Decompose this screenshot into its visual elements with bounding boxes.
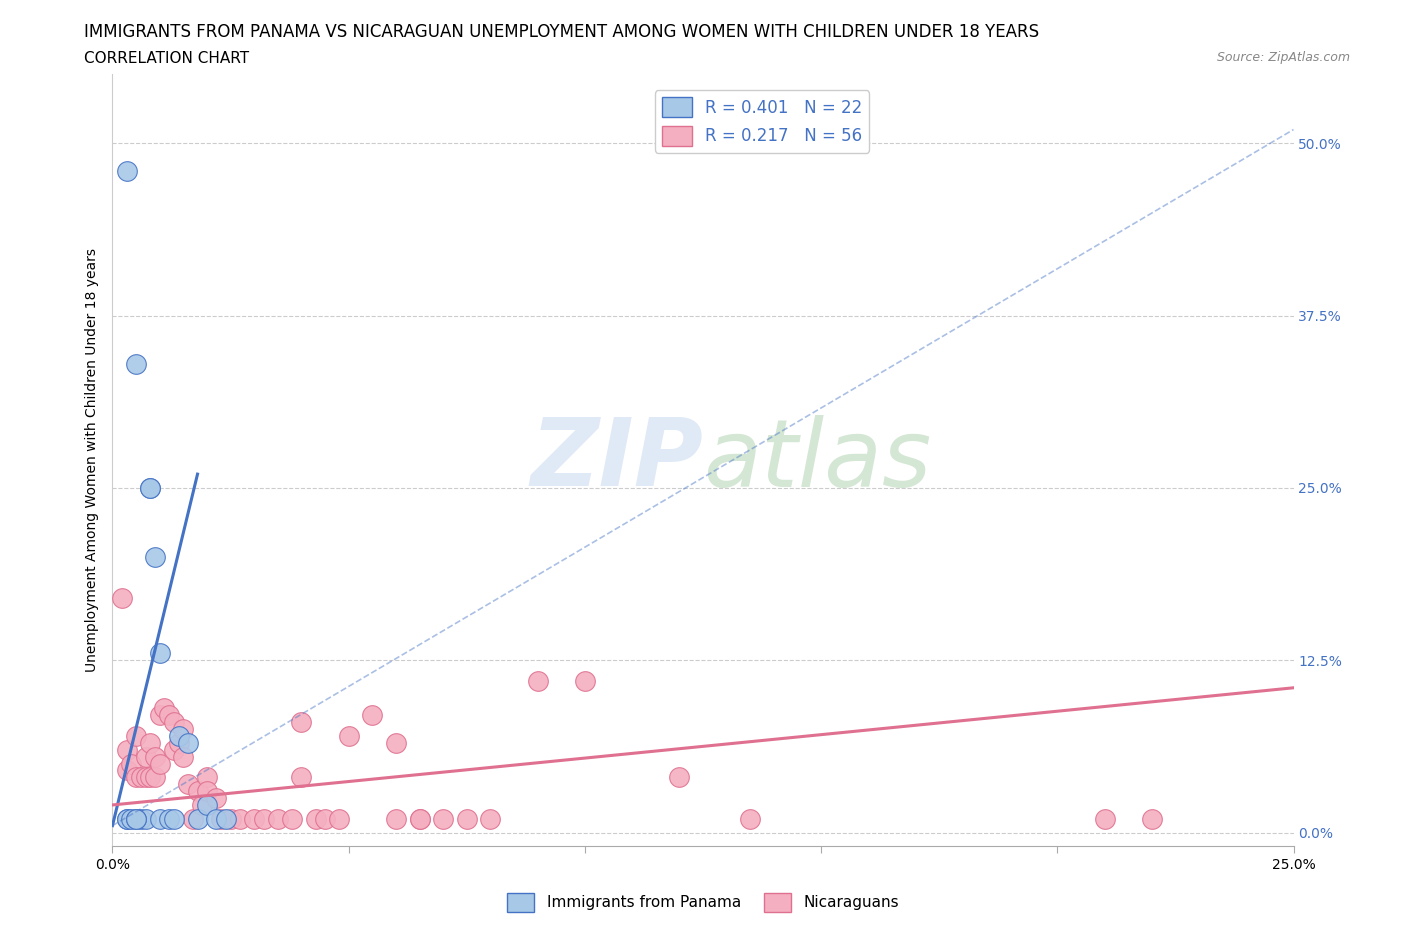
Text: atlas: atlas [703, 415, 931, 506]
Point [135, 770, 157, 785]
Point [314, 811, 336, 826]
Point [157, 811, 180, 826]
Point [135, 811, 157, 826]
Point [163, 715, 186, 730]
Point [243, 811, 266, 826]
Point [153, 701, 176, 716]
Point [143, 550, 166, 565]
Point [304, 811, 326, 826]
Point [149, 811, 172, 826]
Point [125, 356, 148, 371]
Point [111, 591, 134, 605]
Point [186, 784, 208, 799]
Point [115, 811, 138, 826]
Point [408, 811, 430, 826]
Point [328, 811, 350, 826]
Text: CORRELATION CHART: CORRELATION CHART [84, 51, 249, 66]
Point [229, 811, 252, 826]
Point [143, 750, 166, 764]
Point [129, 811, 152, 826]
Point [253, 811, 276, 826]
Point [205, 811, 228, 826]
Point [129, 770, 152, 785]
Point [361, 708, 384, 723]
Point [195, 770, 218, 785]
Point [149, 646, 172, 661]
Point [290, 770, 312, 785]
Point [172, 750, 194, 764]
Point [139, 736, 162, 751]
Text: Source: ZipAtlas.com: Source: ZipAtlas.com [1216, 51, 1350, 64]
Point [219, 811, 242, 826]
Point [115, 763, 138, 777]
Legend: Immigrants from Panama, Nicaraguans: Immigrants from Panama, Nicaraguans [501, 887, 905, 918]
Point [125, 770, 148, 785]
Legend: R = 0.401   N = 22, R = 0.217   N = 56: R = 0.401 N = 22, R = 0.217 N = 56 [655, 90, 869, 153]
Point [209, 811, 232, 826]
Point [163, 742, 186, 757]
Point [186, 811, 208, 826]
Point [149, 708, 172, 723]
Text: IMMIGRANTS FROM PANAMA VS NICARAGUAN UNEMPLOYMENT AMONG WOMEN WITH CHILDREN UNDE: IMMIGRANTS FROM PANAMA VS NICARAGUAN UNE… [84, 23, 1039, 41]
Point [432, 811, 454, 826]
Point [281, 811, 304, 826]
Point [267, 811, 290, 826]
Point [135, 750, 157, 764]
Text: ZIP: ZIP [530, 415, 703, 506]
Point [125, 728, 148, 743]
Point [205, 790, 228, 805]
Point [167, 728, 190, 743]
Point [172, 722, 194, 737]
Point [385, 811, 408, 826]
Point [139, 481, 162, 496]
Point [115, 811, 138, 826]
Point [195, 784, 218, 799]
Point [149, 756, 172, 771]
Point [167, 736, 190, 751]
Point [479, 811, 502, 826]
Point [125, 811, 148, 826]
Point [385, 736, 408, 751]
Point [526, 673, 548, 688]
Point [143, 770, 166, 785]
Point [574, 673, 596, 688]
Y-axis label: Unemployment Among Women with Children Under 18 years: Unemployment Among Women with Children U… [86, 248, 100, 672]
Point [181, 811, 204, 826]
Point [157, 708, 180, 723]
Point [139, 481, 162, 496]
Point [191, 798, 214, 813]
Point [1140, 811, 1163, 826]
Point [163, 811, 186, 826]
Point [120, 756, 142, 771]
Point [668, 770, 690, 785]
Point [408, 811, 430, 826]
Point [120, 811, 142, 826]
Point [290, 715, 312, 730]
Point [1094, 811, 1116, 826]
Point [337, 728, 360, 743]
Point [177, 736, 200, 751]
Point [456, 811, 478, 826]
Point [740, 811, 762, 826]
Point [177, 777, 200, 791]
Point [195, 798, 218, 813]
Point [115, 742, 138, 757]
Point [125, 811, 148, 826]
Point [215, 811, 238, 826]
Point [115, 164, 138, 179]
Point [139, 770, 162, 785]
